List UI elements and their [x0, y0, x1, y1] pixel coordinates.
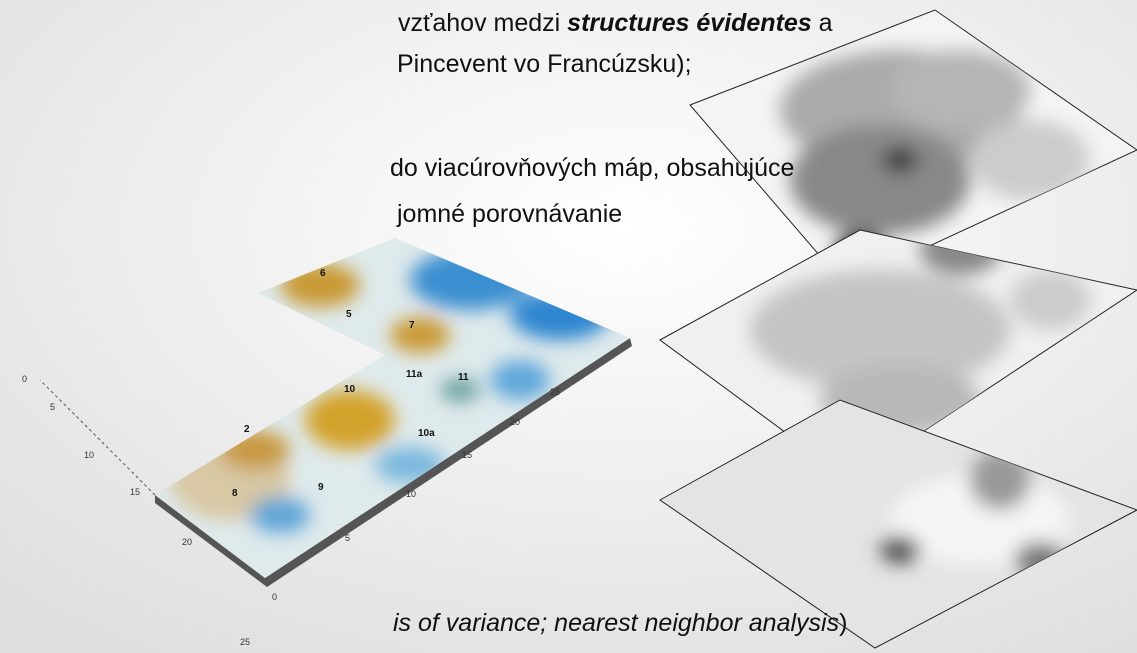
map-label: 5 — [346, 309, 352, 320]
text: is of variance; nearest neighbor analysi… — [393, 609, 839, 637]
text-line: jomné porovnávanie — [396, 200, 622, 228]
text: ) — [839, 609, 847, 637]
axis-tick-label: 15 — [130, 487, 140, 497]
text: vzťahov medzi — [398, 9, 567, 37]
layered-maps — [659, 9, 1137, 649]
surface-map: 6 5 7 11a 11 10 2 10a 8 9 0 5 10 15 20 2… — [22, 238, 632, 647]
axis-tick-label: 0 — [272, 592, 277, 602]
axis-tick-label: 5 — [345, 533, 350, 543]
map-label: 11 — [458, 372, 469, 383]
emphasis: structures évidentes — [567, 9, 812, 37]
axis-tick-label: 10 — [84, 450, 94, 460]
axis-tick-label: 15 — [462, 450, 472, 460]
map-label: 7 — [409, 320, 415, 331]
map-label: 10 — [344, 384, 356, 395]
text-line: Pincevent vo Francúzsku); — [397, 50, 692, 78]
axis-tick-label: 25 — [240, 637, 250, 647]
text-line: is of variance; nearest neighbor analysi… — [393, 609, 847, 637]
axis-tick-label: 20 — [510, 417, 520, 427]
axis-tick-label: 20 — [182, 537, 192, 547]
map-label: 2 — [244, 424, 250, 435]
map-label: 8 — [232, 488, 238, 499]
map-label: 9 — [318, 482, 324, 493]
text-line: vzťahov medzi structures évidentes a — [398, 9, 833, 37]
map-label: 11a — [406, 369, 423, 380]
axis-tick-label: 5 — [50, 402, 55, 412]
map-label: 10a — [418, 428, 435, 439]
axis-tick-label: 25 — [550, 387, 560, 397]
text-line: do viacúrovňových máp, obsahujúce — [390, 154, 794, 182]
axis-tick-label: 0 — [22, 374, 27, 384]
map-label: 6 — [320, 268, 326, 279]
axis-tick-label: 10 — [406, 489, 416, 499]
text: a — [812, 9, 833, 37]
